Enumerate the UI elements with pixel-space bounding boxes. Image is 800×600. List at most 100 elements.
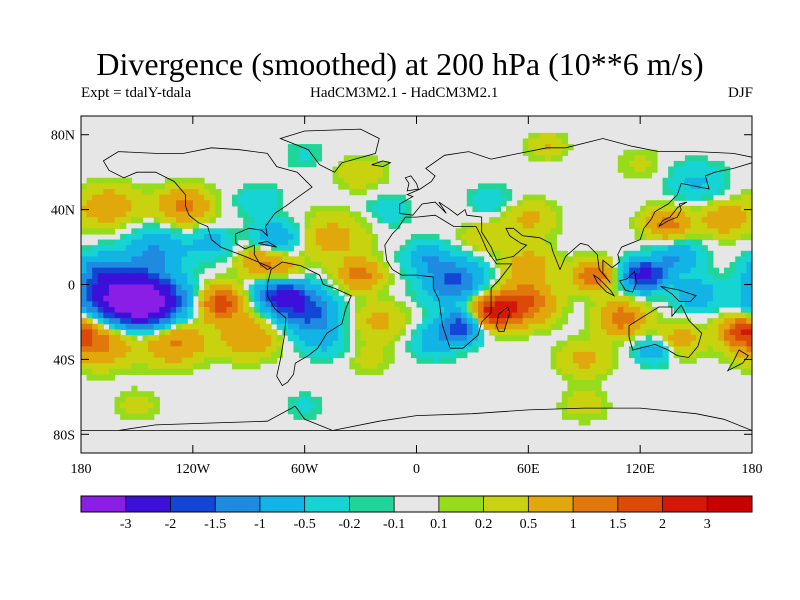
field-cell [103, 239, 110, 246]
field-cell [595, 413, 602, 420]
field-cell [589, 357, 597, 364]
field-cell [746, 357, 752, 364]
field-cell [483, 194, 490, 201]
field-cell [321, 211, 328, 218]
field-cell [198, 239, 205, 246]
field-cell [120, 217, 127, 224]
field-cell [209, 205, 216, 213]
field-cell [86, 200, 93, 207]
field-cell [354, 278, 362, 286]
field-cell [528, 217, 535, 224]
field-cell [589, 335, 597, 342]
field-cell [176, 329, 183, 336]
field-cell [444, 239, 451, 246]
field-cell [668, 340, 675, 347]
field-cell [304, 402, 311, 409]
field-cell [673, 194, 680, 201]
field-cell [243, 262, 250, 269]
field-cell [606, 363, 613, 370]
field-cell [645, 149, 652, 156]
field-cell [427, 267, 434, 274]
field-cell [651, 340, 658, 347]
field-cell [159, 290, 166, 297]
field-cell [550, 138, 557, 145]
field-cell [343, 318, 350, 325]
field-cell [299, 295, 306, 302]
field-cell [114, 267, 121, 274]
field-cell [746, 340, 752, 347]
field-cell [684, 211, 692, 218]
field-cell [271, 306, 278, 314]
field-cell [539, 323, 546, 331]
field-cell [377, 273, 384, 280]
field-cell [81, 323, 88, 331]
field-cell [231, 290, 239, 297]
field-cell [125, 329, 132, 336]
field-cell [634, 256, 641, 263]
field-cell [271, 329, 278, 336]
field-cell [684, 189, 692, 196]
field-cell [181, 273, 188, 280]
field-cell [438, 351, 446, 359]
field-cell [690, 301, 697, 308]
field-cell [354, 329, 362, 336]
field-cell [215, 189, 222, 196]
field-cell [662, 222, 669, 229]
field-cell [176, 194, 183, 201]
field-cell [327, 323, 334, 331]
field-cell [282, 312, 289, 319]
field-cell [623, 256, 630, 263]
field-cell [142, 363, 149, 370]
field-cell [696, 172, 703, 179]
field-cell [315, 211, 323, 218]
field-cell [740, 205, 748, 213]
field-cell [640, 346, 647, 353]
field-cell [724, 335, 731, 342]
field-cell [254, 340, 261, 347]
field-cell [192, 222, 200, 229]
field-cell [405, 256, 412, 263]
field-cell [125, 301, 132, 308]
field-cell [310, 144, 317, 151]
field-cell [601, 284, 608, 291]
field-cell [684, 278, 692, 286]
colorbar-label: 0.1 [430, 517, 448, 532]
field-cell [92, 222, 99, 229]
field-cell [500, 194, 507, 201]
field-cell [707, 256, 714, 263]
field-cell [556, 312, 563, 319]
field-cell [377, 194, 384, 201]
field-cell [427, 335, 434, 342]
field-cell [701, 329, 708, 336]
field-cell [606, 284, 613, 291]
field-cell [573, 284, 580, 291]
field-cell [276, 267, 283, 274]
field-cell [103, 346, 110, 353]
field-cell [578, 340, 585, 347]
field-cell [651, 273, 658, 280]
field-cell [114, 183, 121, 190]
field-cell [533, 256, 541, 263]
field-cell [299, 290, 306, 297]
field-cell [382, 351, 390, 359]
field-cell [159, 267, 166, 274]
field-cell [209, 318, 216, 325]
field-cell [338, 177, 345, 184]
field-cell [505, 267, 513, 274]
field-cell [176, 290, 183, 297]
field-cell [349, 245, 356, 252]
field-cell [724, 177, 731, 184]
field-cell [315, 301, 323, 308]
field-cell [416, 245, 423, 252]
field-cell [338, 278, 345, 286]
field-cell [461, 346, 468, 353]
field-cell [634, 329, 641, 336]
field-cell [539, 312, 546, 319]
field-cell [142, 239, 149, 246]
field-cell [220, 329, 227, 336]
field-cell [634, 290, 641, 297]
field-cell [237, 340, 244, 347]
field-cell [595, 278, 602, 286]
field-cell [399, 245, 406, 252]
field-cell [310, 149, 317, 156]
